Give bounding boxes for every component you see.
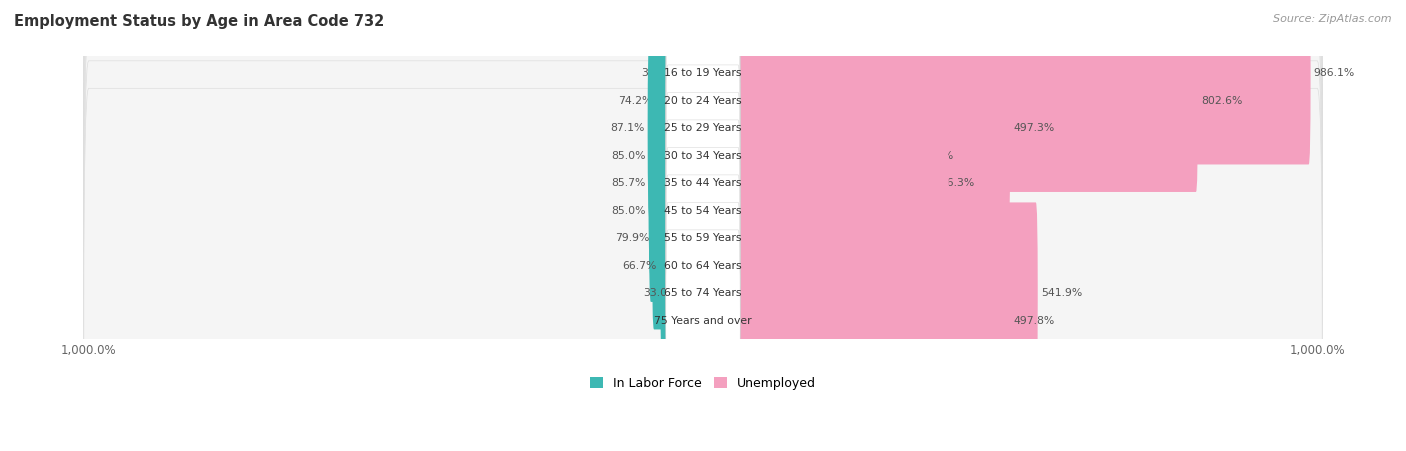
FancyBboxPatch shape <box>702 10 1198 192</box>
Text: 9.2%: 9.2% <box>665 316 692 326</box>
FancyBboxPatch shape <box>666 10 740 192</box>
Text: 802.6%: 802.6% <box>1201 96 1243 106</box>
FancyBboxPatch shape <box>84 0 1322 416</box>
Text: 37.4%: 37.4% <box>641 69 675 78</box>
FancyBboxPatch shape <box>666 120 740 302</box>
FancyBboxPatch shape <box>661 175 704 357</box>
FancyBboxPatch shape <box>84 0 1322 389</box>
Text: Employment Status by Age in Area Code 732: Employment Status by Age in Area Code 73… <box>14 14 384 28</box>
Text: 65 to 74 Years: 65 to 74 Years <box>664 289 742 299</box>
Text: 85.7%: 85.7% <box>612 179 645 189</box>
FancyBboxPatch shape <box>702 37 1011 220</box>
FancyBboxPatch shape <box>652 147 704 329</box>
FancyBboxPatch shape <box>84 6 1322 451</box>
FancyBboxPatch shape <box>702 175 934 357</box>
FancyBboxPatch shape <box>702 147 949 329</box>
Text: 497.8%: 497.8% <box>1014 316 1054 326</box>
FancyBboxPatch shape <box>84 88 1322 451</box>
Text: 372.3%: 372.3% <box>936 261 977 271</box>
FancyBboxPatch shape <box>702 202 1038 384</box>
Text: 75 Years and over: 75 Years and over <box>654 316 752 326</box>
FancyBboxPatch shape <box>666 92 740 275</box>
Text: Source: ZipAtlas.com: Source: ZipAtlas.com <box>1274 14 1392 23</box>
FancyBboxPatch shape <box>702 92 929 275</box>
FancyBboxPatch shape <box>650 65 704 247</box>
FancyBboxPatch shape <box>666 230 740 412</box>
FancyBboxPatch shape <box>666 0 740 165</box>
Text: 20 to 24 Years: 20 to 24 Years <box>664 96 742 106</box>
FancyBboxPatch shape <box>666 175 740 357</box>
FancyBboxPatch shape <box>655 10 704 192</box>
FancyBboxPatch shape <box>84 0 1322 361</box>
Text: 55 to 59 Years: 55 to 59 Years <box>664 234 742 244</box>
FancyBboxPatch shape <box>648 37 704 220</box>
FancyBboxPatch shape <box>678 0 704 165</box>
Text: 397.7%: 397.7% <box>952 234 994 244</box>
FancyBboxPatch shape <box>681 202 704 384</box>
Text: 30 to 34 Years: 30 to 34 Years <box>664 151 742 161</box>
Text: 366.3%: 366.3% <box>934 179 974 189</box>
FancyBboxPatch shape <box>84 0 1322 443</box>
Text: 25 to 29 Years: 25 to 29 Years <box>664 124 742 133</box>
FancyBboxPatch shape <box>84 33 1322 451</box>
FancyBboxPatch shape <box>702 230 1011 412</box>
Text: 497.3%: 497.3% <box>1014 124 1054 133</box>
Legend: In Labor Force, Unemployed: In Labor Force, Unemployed <box>585 372 821 395</box>
Text: 85.0%: 85.0% <box>612 206 645 216</box>
Text: 541.9%: 541.9% <box>1040 289 1083 299</box>
FancyBboxPatch shape <box>666 37 740 220</box>
Text: 45 to 54 Years: 45 to 54 Years <box>664 206 742 216</box>
FancyBboxPatch shape <box>84 61 1322 451</box>
FancyBboxPatch shape <box>650 120 704 302</box>
Text: 79.9%: 79.9% <box>614 234 650 244</box>
Text: 87.1%: 87.1% <box>610 124 644 133</box>
FancyBboxPatch shape <box>702 0 1310 165</box>
Text: 360.8%: 360.8% <box>929 206 972 216</box>
Text: 66.7%: 66.7% <box>623 261 657 271</box>
Text: 332.3%: 332.3% <box>912 151 953 161</box>
Text: 16 to 19 Years: 16 to 19 Years <box>664 69 742 78</box>
FancyBboxPatch shape <box>666 147 740 329</box>
FancyBboxPatch shape <box>666 65 740 247</box>
FancyBboxPatch shape <box>648 92 704 275</box>
Text: 35 to 44 Years: 35 to 44 Years <box>664 179 742 189</box>
FancyBboxPatch shape <box>696 230 704 412</box>
FancyBboxPatch shape <box>702 65 908 247</box>
Text: 33.0%: 33.0% <box>644 289 678 299</box>
FancyBboxPatch shape <box>84 0 1322 334</box>
Text: 60 to 64 Years: 60 to 64 Years <box>664 261 742 271</box>
Text: 986.1%: 986.1% <box>1313 69 1355 78</box>
FancyBboxPatch shape <box>84 0 1322 306</box>
Text: 85.0%: 85.0% <box>612 151 645 161</box>
Text: 74.2%: 74.2% <box>619 96 652 106</box>
FancyBboxPatch shape <box>666 202 740 384</box>
FancyBboxPatch shape <box>702 120 927 302</box>
